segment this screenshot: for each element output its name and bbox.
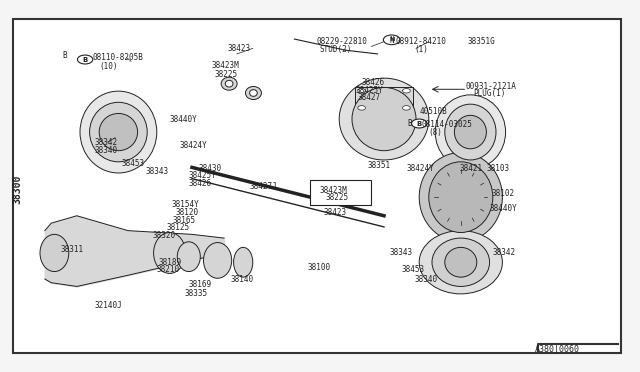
Text: 08229-22810: 08229-22810 <box>317 37 367 46</box>
Text: (10): (10) <box>99 62 118 71</box>
Ellipse shape <box>454 115 486 149</box>
Text: 38102: 38102 <box>492 189 515 198</box>
Ellipse shape <box>429 162 493 232</box>
Text: 38351: 38351 <box>368 161 391 170</box>
FancyBboxPatch shape <box>310 180 371 205</box>
Circle shape <box>77 55 93 64</box>
Text: 38426: 38426 <box>362 78 385 87</box>
Text: 38210: 38210 <box>157 265 180 274</box>
Ellipse shape <box>432 238 490 286</box>
Text: 38225: 38225 <box>214 70 237 79</box>
Text: 38342: 38342 <box>95 138 118 147</box>
Text: (1): (1) <box>415 45 429 54</box>
Text: 38423M: 38423M <box>211 61 239 70</box>
Text: 38423: 38423 <box>227 44 250 53</box>
Text: B: B <box>417 121 422 126</box>
Text: 40510B: 40510B <box>419 107 447 116</box>
Text: 38423: 38423 <box>323 208 346 217</box>
Text: N: N <box>389 36 394 45</box>
Ellipse shape <box>234 247 253 277</box>
Ellipse shape <box>40 234 69 272</box>
Ellipse shape <box>99 113 138 151</box>
Text: 38225: 38225 <box>325 193 348 202</box>
Text: 08912-84210: 08912-84210 <box>396 37 446 46</box>
Text: 38440Y: 38440Y <box>170 115 197 124</box>
Text: 38423M: 38423M <box>320 186 348 195</box>
Ellipse shape <box>339 78 429 160</box>
Text: 08114-03025: 08114-03025 <box>421 120 472 129</box>
Text: 38425Y: 38425Y <box>355 86 383 94</box>
Ellipse shape <box>250 90 257 96</box>
Text: 38340: 38340 <box>415 275 438 284</box>
Ellipse shape <box>445 247 477 277</box>
Ellipse shape <box>80 91 157 173</box>
Ellipse shape <box>352 87 416 151</box>
Text: 38154Y: 38154Y <box>172 200 199 209</box>
Ellipse shape <box>225 80 233 87</box>
Text: 38165: 38165 <box>173 216 196 225</box>
Circle shape <box>403 106 410 110</box>
Circle shape <box>412 119 427 128</box>
Ellipse shape <box>204 243 232 278</box>
Text: 38342: 38342 <box>493 248 516 257</box>
Text: 38421: 38421 <box>460 164 483 173</box>
Text: 38427J: 38427J <box>250 182 277 191</box>
Text: 38430: 38430 <box>198 164 221 173</box>
Text: 38424Y: 38424Y <box>179 141 207 150</box>
Text: 38103: 38103 <box>486 164 509 173</box>
Ellipse shape <box>154 232 186 273</box>
Text: 38120: 38120 <box>176 208 199 217</box>
Text: A380|0060: A380|0060 <box>534 345 579 354</box>
Text: 38426: 38426 <box>189 179 212 187</box>
Bar <box>355 87 413 112</box>
Text: 38125: 38125 <box>166 223 189 232</box>
Ellipse shape <box>177 242 200 272</box>
Text: 38311: 38311 <box>61 245 84 254</box>
Text: STUD(2): STUD(2) <box>320 45 353 54</box>
Ellipse shape <box>445 104 496 160</box>
Ellipse shape <box>435 95 506 169</box>
Text: PLUG(1): PLUG(1) <box>474 89 506 98</box>
Circle shape <box>403 89 410 93</box>
Text: 38140: 38140 <box>230 275 253 283</box>
Text: 38427: 38427 <box>357 93 380 102</box>
Ellipse shape <box>246 86 262 100</box>
Circle shape <box>358 89 365 93</box>
Text: (8): (8) <box>429 128 443 137</box>
Text: 38440Y: 38440Y <box>490 204 517 213</box>
Text: 38335: 38335 <box>184 289 207 298</box>
Text: 32140J: 32140J <box>95 301 122 310</box>
Circle shape <box>383 35 400 45</box>
Text: 38424Y: 38424Y <box>406 164 434 173</box>
Text: 38343: 38343 <box>389 248 412 257</box>
Text: 38300: 38300 <box>13 175 23 204</box>
Text: 38453: 38453 <box>402 265 425 274</box>
Text: 38351G: 38351G <box>467 37 495 46</box>
Circle shape <box>358 106 365 110</box>
Text: 38340: 38340 <box>95 146 118 155</box>
Ellipse shape <box>419 231 502 294</box>
Text: B: B <box>62 51 67 60</box>
Ellipse shape <box>221 77 237 90</box>
Text: 38169: 38169 <box>189 280 212 289</box>
Text: 38425Y: 38425Y <box>189 171 216 180</box>
Text: 00931-2121A: 00931-2121A <box>466 82 516 91</box>
Text: 38100: 38100 <box>307 263 330 272</box>
Bar <box>13 19 621 353</box>
Text: B: B <box>83 57 88 62</box>
Ellipse shape <box>419 153 502 242</box>
Text: 08110-8205B: 08110-8205B <box>93 53 143 62</box>
Text: 38343: 38343 <box>146 167 169 176</box>
Ellipse shape <box>90 102 147 162</box>
Text: B: B <box>408 119 412 128</box>
Text: 38320: 38320 <box>152 231 175 240</box>
Text: 38453: 38453 <box>122 159 145 168</box>
Text: 38189: 38189 <box>159 258 182 267</box>
Text: N: N <box>389 37 394 42</box>
